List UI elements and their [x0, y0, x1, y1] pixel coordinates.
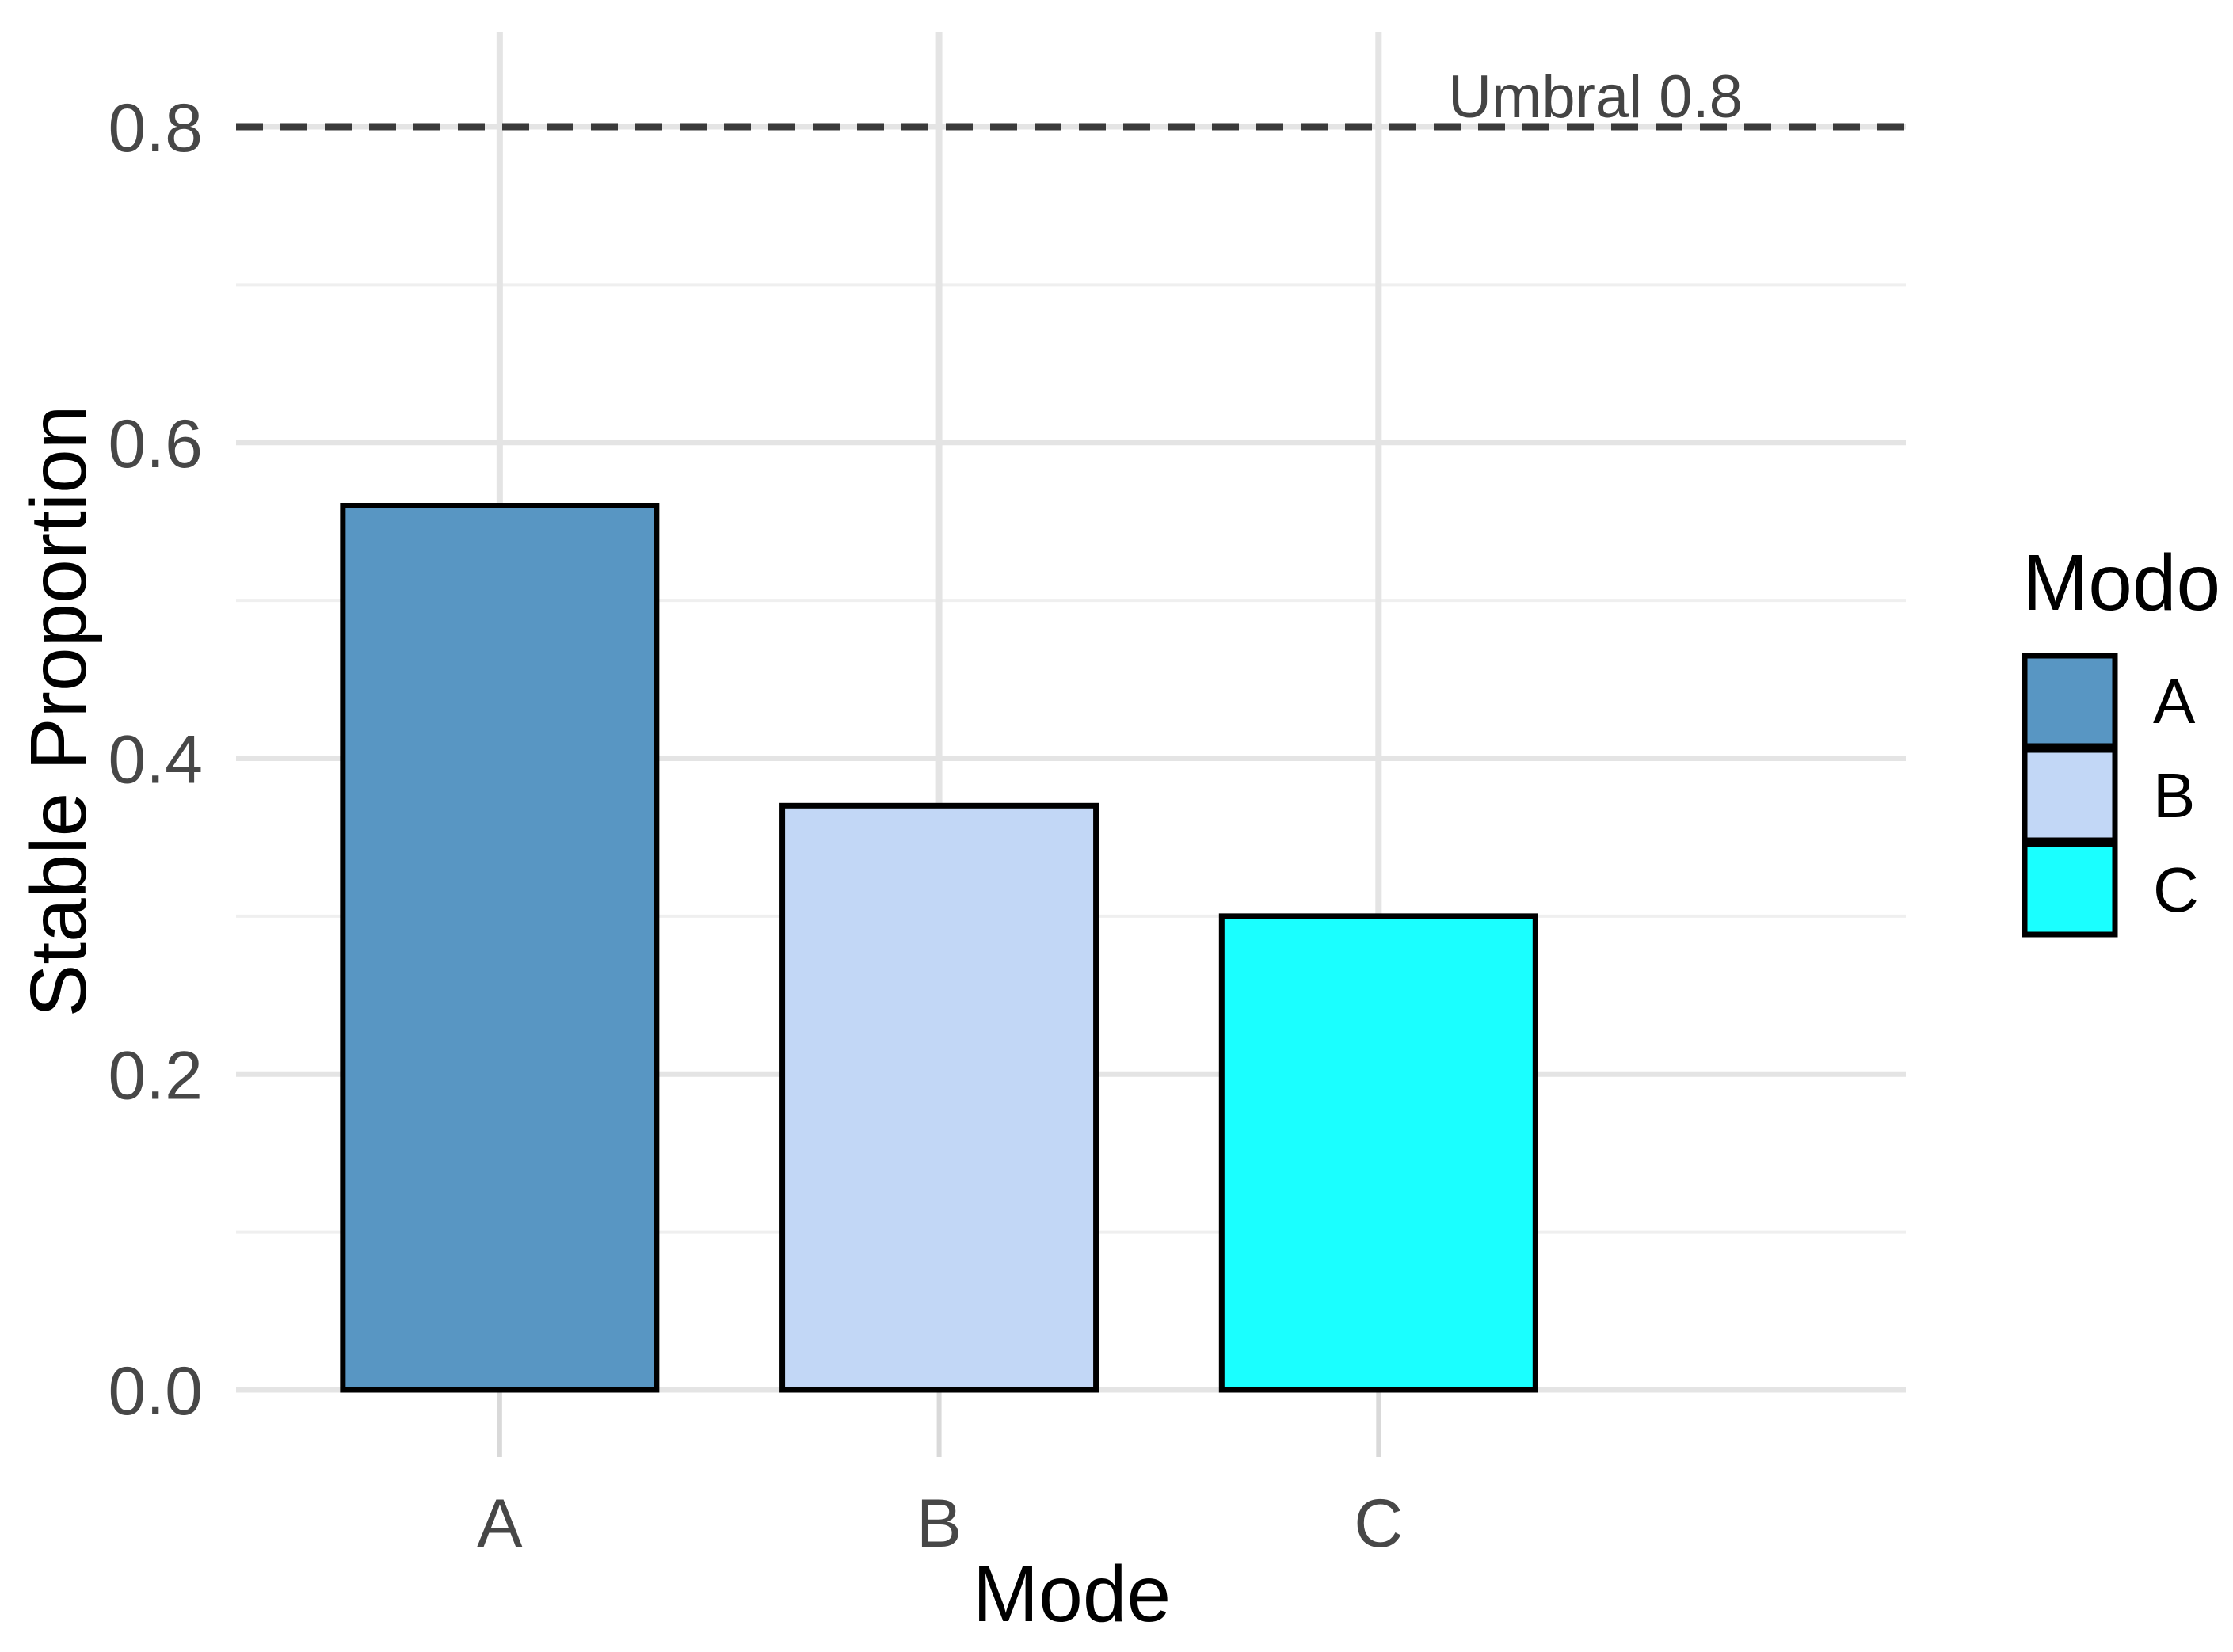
- y-tick-label-0.8: 0.8: [108, 90, 203, 166]
- legend-swatch-C: [2022, 841, 2118, 938]
- x-tick-label-A: A: [477, 1486, 523, 1562]
- x-tick-label-B: B: [916, 1486, 962, 1562]
- x-axis-title: Mode: [973, 1550, 1171, 1639]
- bars-group: [340, 503, 1538, 1393]
- x-axis-tick-labels: A B C: [477, 1486, 1403, 1562]
- legend-label-C: C: [2153, 855, 2199, 925]
- legend-label-B: B: [2153, 760, 2195, 831]
- legend: Modo ABC: [2022, 539, 2220, 938]
- bar-A: [340, 503, 660, 1393]
- legend-swatches: [2022, 653, 2118, 938]
- legend-label-A: A: [2153, 666, 2196, 737]
- y-tick-label-0.4: 0.4: [108, 722, 203, 798]
- legend-title: Modo: [2022, 539, 2220, 627]
- bar-B: [779, 802, 1099, 1393]
- y-tick-label-0.6: 0.6: [108, 406, 203, 482]
- x-tick-label-C: C: [1354, 1486, 1403, 1562]
- legend-labels: ABC: [2153, 666, 2199, 925]
- y-axis-tick-labels: 0.0 0.2 0.4 0.6 0.8: [108, 90, 203, 1429]
- bar-C: [1218, 913, 1538, 1393]
- y-axis-title: Stable Proportion: [14, 405, 103, 1018]
- y-tick-label-0.2: 0.2: [108, 1037, 203, 1113]
- legend-swatch-A: [2022, 653, 2118, 749]
- threshold-annotation: Umbral 0.8: [1448, 63, 1743, 131]
- legend-swatch-B: [2022, 747, 2118, 843]
- x-axis-tick-marks: [497, 1392, 1381, 1457]
- y-tick-label-0.0: 0.0: [108, 1353, 203, 1429]
